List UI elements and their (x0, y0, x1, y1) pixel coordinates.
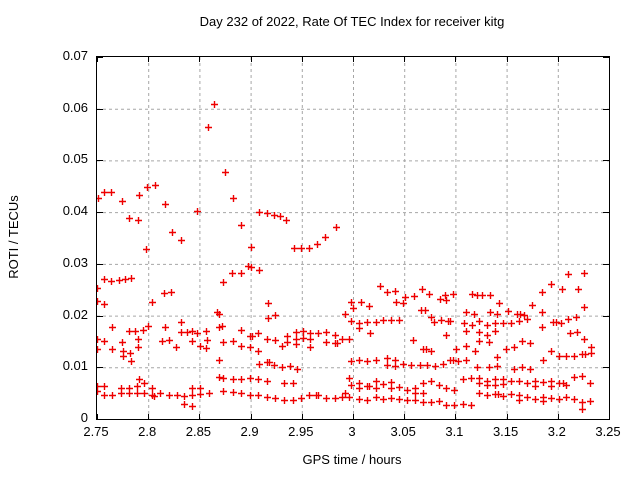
x-tick-label: 2.8 (138, 424, 157, 439)
chart-title: Day 232 of 2022, Rate Of TEC Index for r… (199, 14, 505, 29)
y-tick-label: 0.01 (62, 358, 88, 374)
y-tick-label: 0 (80, 410, 88, 425)
y-tick-label: 0.02 (62, 306, 88, 322)
x-tick-label: 2.85 (185, 424, 212, 439)
x-tick-label: 3.05 (390, 424, 416, 439)
x-tick-label: 3.25 (595, 424, 621, 439)
x-axis-label: GPS time / hours (302, 452, 402, 467)
y-tick-label: 0.07 (62, 48, 88, 63)
y-tick-label: 0.04 (62, 203, 88, 219)
gridlines (97, 57, 609, 419)
plot-area (96, 56, 610, 420)
x-tick-label: 3.1 (445, 424, 464, 439)
x-tick-label: 2.75 (83, 424, 109, 439)
x-tick-label: 2.95 (288, 424, 314, 439)
x-tick-label: 3 (348, 424, 356, 439)
y-tick-label: 0.03 (62, 254, 88, 270)
scatter-plot-canvas (97, 57, 609, 419)
y-tick-label: 0.05 (62, 151, 88, 167)
x-tick-label: 3.2 (547, 424, 566, 439)
x-tick-label: 2.9 (240, 424, 259, 439)
y-tick-label: 0.06 (62, 99, 88, 115)
y-axis-label: ROTI / TECUs (6, 195, 21, 279)
x-tick-label: 3.15 (492, 424, 519, 439)
axis-ticks (97, 57, 609, 419)
data-points-roti (97, 101, 595, 413)
